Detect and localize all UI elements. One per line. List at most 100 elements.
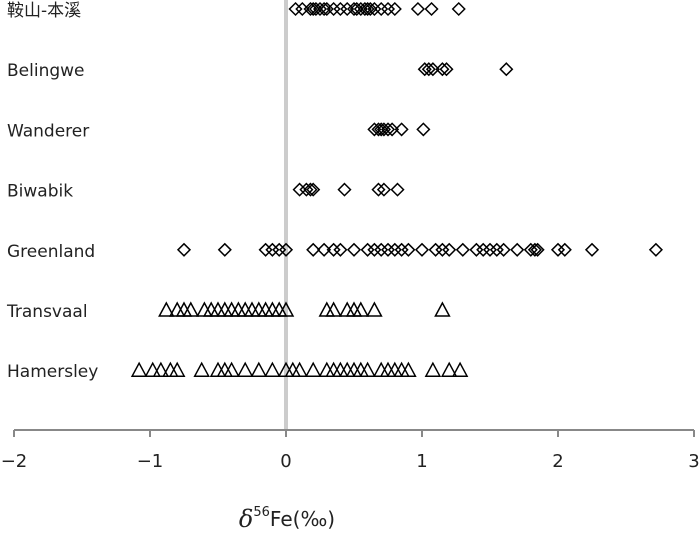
data-point [288, 1, 303, 17]
data-point [428, 242, 443, 257]
data-point [374, 242, 389, 257]
data-point [258, 242, 273, 257]
data-point [326, 242, 341, 257]
data-point [360, 242, 375, 257]
data-point [527, 242, 542, 257]
data-point [380, 122, 396, 137]
data-point [442, 242, 457, 257]
data-point [476, 242, 491, 257]
data-point [371, 122, 386, 137]
data-point [272, 242, 287, 257]
data-point [250, 361, 268, 377]
data-point [299, 182, 314, 197]
x-tick-label: 2 [552, 451, 563, 472]
data-point [265, 242, 280, 257]
data-point [152, 361, 170, 377]
data-point [523, 242, 538, 257]
data-point [325, 301, 342, 317]
data-point [367, 122, 382, 137]
data-point [374, 122, 389, 137]
data-point [359, 361, 376, 377]
data-point [363, 1, 378, 17]
data-point [346, 242, 362, 257]
data-point [434, 301, 451, 317]
data-point [306, 242, 321, 257]
data-point [312, 1, 328, 17]
data-point [440, 361, 458, 377]
x-label-superscript: 56 [253, 505, 270, 520]
data-point [435, 62, 450, 77]
data-point [496, 242, 511, 257]
data-point [410, 1, 425, 17]
data-point [489, 242, 504, 257]
row-label: Greenland [7, 242, 95, 262]
data-point [394, 122, 409, 137]
x-tick-label: 0 [280, 451, 291, 472]
data-point [510, 242, 525, 257]
data-point [374, 1, 389, 17]
data-point [278, 242, 294, 257]
data-point [326, 1, 341, 17]
data-point [557, 242, 572, 257]
data-point [387, 1, 402, 17]
data-point [435, 242, 450, 257]
data-point [417, 62, 432, 77]
data-point [455, 242, 470, 257]
data-point [424, 361, 442, 377]
data-point [425, 62, 440, 77]
data-point [264, 361, 281, 377]
data-point [182, 301, 200, 317]
data-point [367, 242, 382, 257]
data-point [451, 361, 469, 377]
data-point [306, 182, 321, 197]
data-point [277, 301, 295, 317]
x-label-text: Fe(‰) [270, 507, 335, 531]
data-point [385, 122, 400, 137]
data-point [223, 361, 240, 377]
data-point [217, 242, 232, 257]
x-tick-label: 1 [416, 451, 427, 472]
data-point [421, 62, 436, 77]
data-point [306, 1, 321, 17]
x-tick-label: −1 [137, 451, 164, 472]
x-label-symbol: δ [239, 505, 253, 533]
data-point [400, 361, 417, 377]
x-axis-label: δ56Fe(‰) [239, 505, 335, 533]
data-point [439, 62, 454, 77]
data-point [550, 242, 566, 257]
data-point [380, 242, 396, 257]
data-point [168, 361, 186, 377]
data-point [303, 1, 318, 17]
data-point [376, 182, 391, 197]
row-label: Biwabik [7, 182, 73, 202]
data-point [158, 301, 175, 317]
data-point [303, 182, 318, 197]
data-point [360, 1, 375, 17]
row-label: Hamersley [7, 362, 98, 382]
data-point [390, 182, 405, 197]
data-point [401, 242, 416, 257]
row-label: Wanderer [7, 121, 89, 141]
data-point [499, 62, 514, 77]
data-point [469, 242, 484, 257]
data-point [451, 1, 466, 17]
data-point [371, 182, 386, 197]
data-point [130, 361, 148, 377]
data-point [193, 361, 210, 377]
data-point [319, 1, 334, 17]
row-label: Transvaal [6, 302, 88, 322]
data-point [416, 122, 431, 137]
row-label: 鞍山-本溪 [7, 1, 81, 21]
data-point [357, 1, 372, 17]
data-point [414, 242, 430, 257]
data-point [387, 242, 402, 257]
data-point [380, 1, 396, 17]
data-point [367, 1, 382, 17]
data-point [584, 242, 600, 257]
data-point [333, 242, 348, 257]
data-point [482, 242, 498, 257]
data-point [424, 1, 439, 17]
data-point [353, 1, 368, 17]
x-tick-label: 3 [688, 451, 699, 472]
